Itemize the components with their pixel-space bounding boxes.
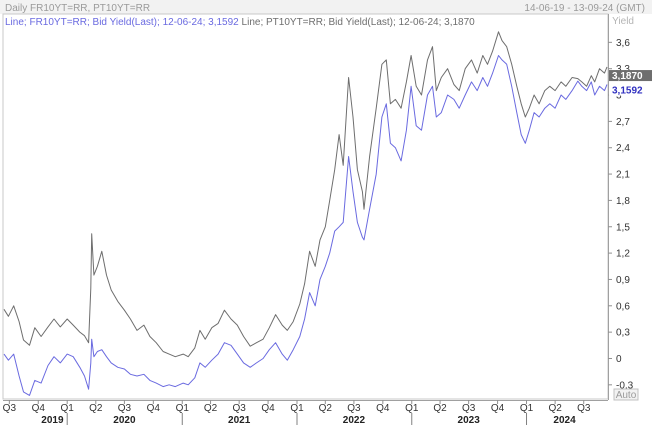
last-value-label-fr10yt: 3,1592 bbox=[609, 84, 652, 97]
auto-scale-button[interactable]: Auto bbox=[613, 388, 639, 401]
x-tick-label: Q3 bbox=[3, 403, 17, 414]
y-tick-label: 3,6 bbox=[616, 38, 630, 49]
auto-button-label: Auto bbox=[616, 390, 637, 401]
y-tick-label: 2,4 bbox=[616, 143, 630, 154]
y-axis-unit: Yield bbox=[612, 16, 634, 27]
y-tick-label: 0,6 bbox=[616, 301, 630, 312]
x-tick-label: Q2 bbox=[319, 403, 333, 414]
y-tick-label: 1,5 bbox=[616, 222, 630, 233]
series-line-pt10yt-rr bbox=[3, 31, 608, 358]
x-tick-label: Q4 bbox=[491, 403, 505, 414]
x-tick-label: Q3 bbox=[577, 403, 591, 414]
x-tick-label: Q1 bbox=[405, 403, 419, 414]
y-tick-label: 3,3 bbox=[616, 64, 630, 75]
year-label: 2022 bbox=[343, 415, 366, 426]
x-axis-panel bbox=[0, 400, 652, 440]
x-tick-label: Q4 bbox=[261, 403, 275, 414]
legend-entry-fr10yt: Line; FR10YT=RR; Bid Yield(Last); 12-06-… bbox=[5, 17, 239, 28]
x-tick-label: Q2 bbox=[89, 403, 103, 414]
y-tick-label: 0 bbox=[616, 354, 622, 365]
chart-title: Daily FR10YT=RR, PT10YT=RR bbox=[5, 3, 150, 14]
x-tick-label: Q2 bbox=[204, 403, 218, 414]
last-value-labels: 3,1870 3,1592 bbox=[609, 70, 652, 97]
last-value-label-pt10yt: 3,1870 bbox=[609, 70, 652, 82]
year-label: 2021 bbox=[228, 415, 251, 426]
year-label: 2023 bbox=[458, 415, 481, 426]
x-tick-label: Q3 bbox=[347, 403, 361, 414]
y-tick-label: 3 bbox=[616, 91, 622, 102]
y-tick-label: 2,1 bbox=[616, 170, 630, 181]
year-label: 2024 bbox=[553, 415, 576, 426]
x-tick-label: Q2 bbox=[433, 403, 447, 414]
series-lines bbox=[3, 31, 608, 396]
x-tick-label: Q4 bbox=[32, 403, 46, 414]
y-tick-label: 0,3 bbox=[616, 328, 630, 339]
x-tick-label: Q3 bbox=[118, 403, 132, 414]
series-line-fr10yt-rr bbox=[3, 55, 608, 396]
axis-ticks: 3,6 3,3 3 2,7 2,4 2,1 1,8 1,5 1,2 0,9 0,6 0,3 0 -0,3 Q… bbox=[3, 38, 634, 426]
y-tick-label: 1,2 bbox=[616, 249, 630, 260]
last-value-bg bbox=[609, 84, 652, 96]
plot-area bbox=[2, 13, 609, 400]
x-tick-label: Q1 bbox=[61, 403, 75, 414]
y-tick-label: 2,7 bbox=[616, 117, 630, 128]
x-tick-label: Q1 bbox=[520, 403, 534, 414]
y-tick-label: -0,3 bbox=[616, 380, 634, 391]
x-tick-label: Q4 bbox=[376, 403, 390, 414]
x-tick-label: Q4 bbox=[147, 403, 161, 414]
y-tick-label: 0,9 bbox=[616, 275, 630, 286]
date-range: 14-06-19 - 13-09-24 (GMT) bbox=[524, 3, 645, 14]
last-value-text: 3,1870 bbox=[612, 71, 643, 82]
year-label: 2020 bbox=[113, 415, 136, 426]
year-label: 2019 bbox=[41, 415, 64, 426]
x-tick-label: Q3 bbox=[232, 403, 246, 414]
x-tick-label: Q2 bbox=[548, 403, 562, 414]
x-tick-label: Q1 bbox=[290, 403, 304, 414]
title-bar bbox=[0, 0, 652, 14]
legend: Line; FR10YT=RR; Bid Yield(Last); 12-06-… bbox=[5, 17, 475, 28]
x-tick-label: Q1 bbox=[176, 403, 190, 414]
x-tick-label: Q3 bbox=[462, 403, 476, 414]
last-value-bg bbox=[609, 70, 652, 82]
last-value-text: 3,1592 bbox=[612, 86, 643, 97]
legend-entry-pt10yt: Line; PT10YT=RR; Bid Yield(Last); 12-06-… bbox=[242, 17, 476, 28]
y-tick-label: 1,8 bbox=[616, 196, 630, 207]
